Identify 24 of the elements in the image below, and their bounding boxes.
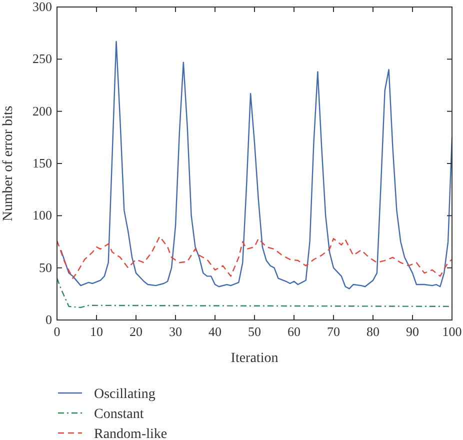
x-tick-label: 80 — [366, 324, 380, 339]
legend-label: Oscillating — [94, 387, 156, 402]
y-tick-label: 100 — [32, 208, 52, 223]
legend-label: Constant — [94, 407, 144, 422]
x-tick-label: 20 — [130, 324, 142, 339]
y-tick-label: 200 — [32, 103, 52, 118]
x-axis-title: Iteration — [230, 351, 278, 366]
y-tick-label: 300 — [32, 0, 52, 14]
y-tick-label: 50 — [39, 260, 52, 275]
x-tick-label: 100 — [442, 324, 462, 339]
line-series — [60, 40, 453, 290]
y-tick-label: 150 — [32, 156, 52, 170]
x-tick-label: 70 — [327, 324, 340, 339]
x-tick-label: 50 — [248, 324, 261, 339]
legend-label: Random-like — [94, 427, 168, 440]
x-tick-label: 90 — [406, 324, 419, 339]
line-series — [56, 236, 453, 279]
x-tick-label: 10 — [90, 324, 103, 339]
x-tick-label: 40 — [208, 324, 222, 339]
y-axis-title: Number of error bits — [1, 106, 16, 222]
x-tick-label: 30 — [169, 324, 182, 339]
y-tick-label: 250 — [32, 51, 52, 66]
y-tick-label: 0 — [46, 312, 52, 327]
x-tick-label: 60 — [288, 324, 300, 339]
